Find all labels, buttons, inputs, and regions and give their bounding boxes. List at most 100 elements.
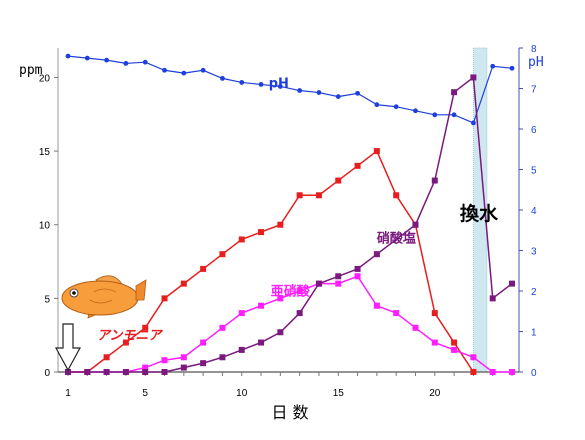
data-point <box>355 90 360 96</box>
series-line <box>67 55 513 124</box>
data-point <box>258 82 264 87</box>
right-tick-label: 6 <box>531 125 537 136</box>
x-tick-label: 5 <box>142 388 148 399</box>
data-point <box>431 177 438 184</box>
data-point <box>354 162 361 169</box>
data-point <box>296 288 303 294</box>
data-point <box>374 102 380 108</box>
data-point <box>123 60 129 66</box>
series-label: アンモニア <box>97 329 163 344</box>
data-point <box>200 67 206 73</box>
series-line <box>68 275 512 373</box>
data-point <box>161 295 168 302</box>
data-point <box>277 221 284 228</box>
data-point <box>65 369 71 375</box>
data-point <box>142 369 149 375</box>
data-point <box>451 89 458 96</box>
data-point <box>412 324 419 331</box>
series-pH: pH <box>65 53 515 126</box>
x-tick-label: 15 <box>333 388 345 399</box>
x-axis-title: 日 数 <box>271 403 308 422</box>
series-label: 亜硝酸 <box>271 283 311 299</box>
data-point <box>122 339 129 346</box>
data-point <box>104 57 110 63</box>
left-ticks: 0 5 10 15 20 <box>39 73 58 379</box>
data-point <box>258 229 265 236</box>
left-tick-label: 20 <box>39 73 51 84</box>
data-point <box>277 84 283 89</box>
data-point <box>451 346 458 353</box>
data-point <box>470 74 477 81</box>
data-point <box>103 354 110 361</box>
data-point <box>509 369 515 375</box>
data-point <box>258 339 265 346</box>
data-point <box>470 354 477 361</box>
right-axis-title: pH <box>528 55 544 70</box>
series-group: pH アンモニア 亜硝酸 硝酸塩 <box>65 53 515 375</box>
data-point <box>219 324 226 331</box>
data-point <box>277 329 284 336</box>
data-point <box>181 70 187 76</box>
data-point <box>373 148 380 155</box>
data-point <box>316 90 322 95</box>
data-point <box>490 63 496 69</box>
data-point <box>489 369 496 375</box>
start-arrow-icon <box>54 323 82 372</box>
data-point <box>180 354 187 361</box>
left-tick-label: 15 <box>39 147 51 158</box>
data-point <box>451 112 457 118</box>
right-tick-label: 4 <box>531 206 537 217</box>
right-tick-label: 8 <box>531 44 537 55</box>
data-point <box>315 280 322 287</box>
x-tick-label: 10 <box>236 388 248 399</box>
data-point <box>238 236 245 243</box>
data-point <box>122 369 129 375</box>
data-point <box>431 339 438 346</box>
data-point <box>451 339 458 346</box>
series-硝酸塩: 硝酸塩 <box>65 74 515 375</box>
data-point <box>200 339 207 346</box>
data-point <box>413 108 418 114</box>
data-point <box>335 177 342 184</box>
data-point <box>103 369 110 375</box>
data-point <box>431 310 438 317</box>
data-point <box>238 346 245 353</box>
data-point <box>239 80 245 85</box>
x-tick-label: 1 <box>65 388 71 399</box>
left-tick-label: 10 <box>39 221 51 232</box>
data-point <box>489 295 496 302</box>
x-ticks: 1 5 10 15 20 <box>65 372 513 399</box>
data-point <box>180 364 187 371</box>
left-axis-title: ppm <box>19 63 43 78</box>
right-tick-label: 3 <box>531 247 537 258</box>
data-point <box>161 357 168 364</box>
data-point <box>142 324 149 331</box>
data-point <box>296 310 303 317</box>
data-point <box>142 59 148 65</box>
data-point <box>258 302 265 309</box>
data-point <box>238 310 245 317</box>
right-ticks: 0 1 2 3 4 5 6 7 8 <box>519 44 537 379</box>
right-tick-label: 2 <box>531 287 537 298</box>
data-point <box>509 280 515 287</box>
data-point <box>393 192 400 199</box>
left-tick-label: 5 <box>44 294 50 305</box>
right-tick-label: 1 <box>531 328 537 339</box>
data-point <box>470 369 477 375</box>
data-point <box>315 192 322 199</box>
right-tick-label: 7 <box>531 85 537 96</box>
data-point <box>354 273 361 280</box>
data-point <box>393 104 399 110</box>
data-point <box>335 280 342 287</box>
data-point <box>393 310 400 317</box>
series-label: 硝酸塩 <box>377 230 416 246</box>
data-point <box>412 221 419 228</box>
data-point <box>509 65 515 71</box>
data-point <box>161 369 168 375</box>
data-point <box>65 53 71 59</box>
data-point <box>219 251 226 258</box>
data-point <box>180 280 187 287</box>
right-tick-label: 0 <box>531 368 537 379</box>
data-point <box>200 265 207 272</box>
